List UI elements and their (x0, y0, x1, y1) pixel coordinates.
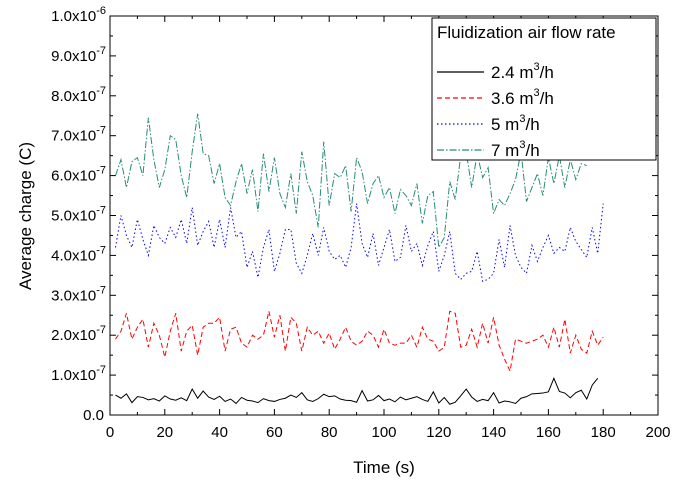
y-tick-labels: 0.0 1.0x10-7 2.0x10-7 3.0x10-7 4.0x10-7 5.0x1… (51, 5, 106, 424)
y-tick-label: 2.0x10-7 (51, 324, 106, 344)
x-tick-label: 60 (266, 424, 283, 441)
legend-title: Fluidization air flow rate (437, 23, 616, 42)
x-tick-label: 120 (426, 424, 451, 441)
x-tick-label: 80 (321, 424, 338, 441)
y-tick-label: 9.0x10-7 (51, 45, 106, 65)
y-tick-label: 1.0x10-7 (51, 364, 106, 384)
x-tick-label: 20 (156, 424, 173, 441)
y-tick-label: 8.0x10-7 (51, 85, 106, 105)
legend: Fluidization air flow rate 2.4 m3/h 3.6 m… (431, 17, 657, 161)
x-tick-label: 160 (536, 424, 561, 441)
y-tick-label: 0.0 (83, 407, 104, 424)
y-tick-label: 3.0x10-7 (51, 284, 106, 304)
y-tick-label: 4.0x10-7 (51, 244, 106, 264)
y-axis-title: Average charge (C) (16, 142, 35, 290)
y-tick-label: 6.0x10-7 (51, 165, 106, 185)
y-tick-label: 5.0x10-7 (51, 205, 106, 225)
legend-label-1: 2.4 m3/h (491, 61, 554, 82)
legend-box (431, 17, 657, 161)
legend-label-3: 5 m3/h (491, 113, 540, 134)
legend-label-2: 3.6 m3/h (491, 87, 554, 108)
legend-entries: 2.4 m3/h 3.6 m3/h 5 m3/h 7 m3/h (437, 61, 554, 160)
series-layer (114, 113, 604, 405)
x-tick-label: 200 (645, 424, 670, 441)
series-line-4 (115, 113, 587, 250)
x-tick-label: 40 (211, 424, 228, 441)
series-line-3 (114, 203, 604, 283)
x-axis-title: Time (s) (353, 458, 415, 477)
x-tick-labels: 0 20 40 60 80 100 120 140 160 180 200 (106, 424, 671, 441)
x-tick-label: 140 (481, 424, 506, 441)
x-tick-label: 0 (106, 424, 114, 441)
y-tick-label: 7.0x10-7 (51, 125, 106, 145)
y-tick-label: 1.0x10-6 (51, 5, 106, 25)
x-tick-label: 100 (371, 424, 396, 441)
series-line-1 (115, 376, 599, 405)
legend-label-4: 7 m3/h (491, 139, 540, 160)
series-line-2 (115, 310, 604, 373)
x-tick-label: 180 (591, 424, 616, 441)
